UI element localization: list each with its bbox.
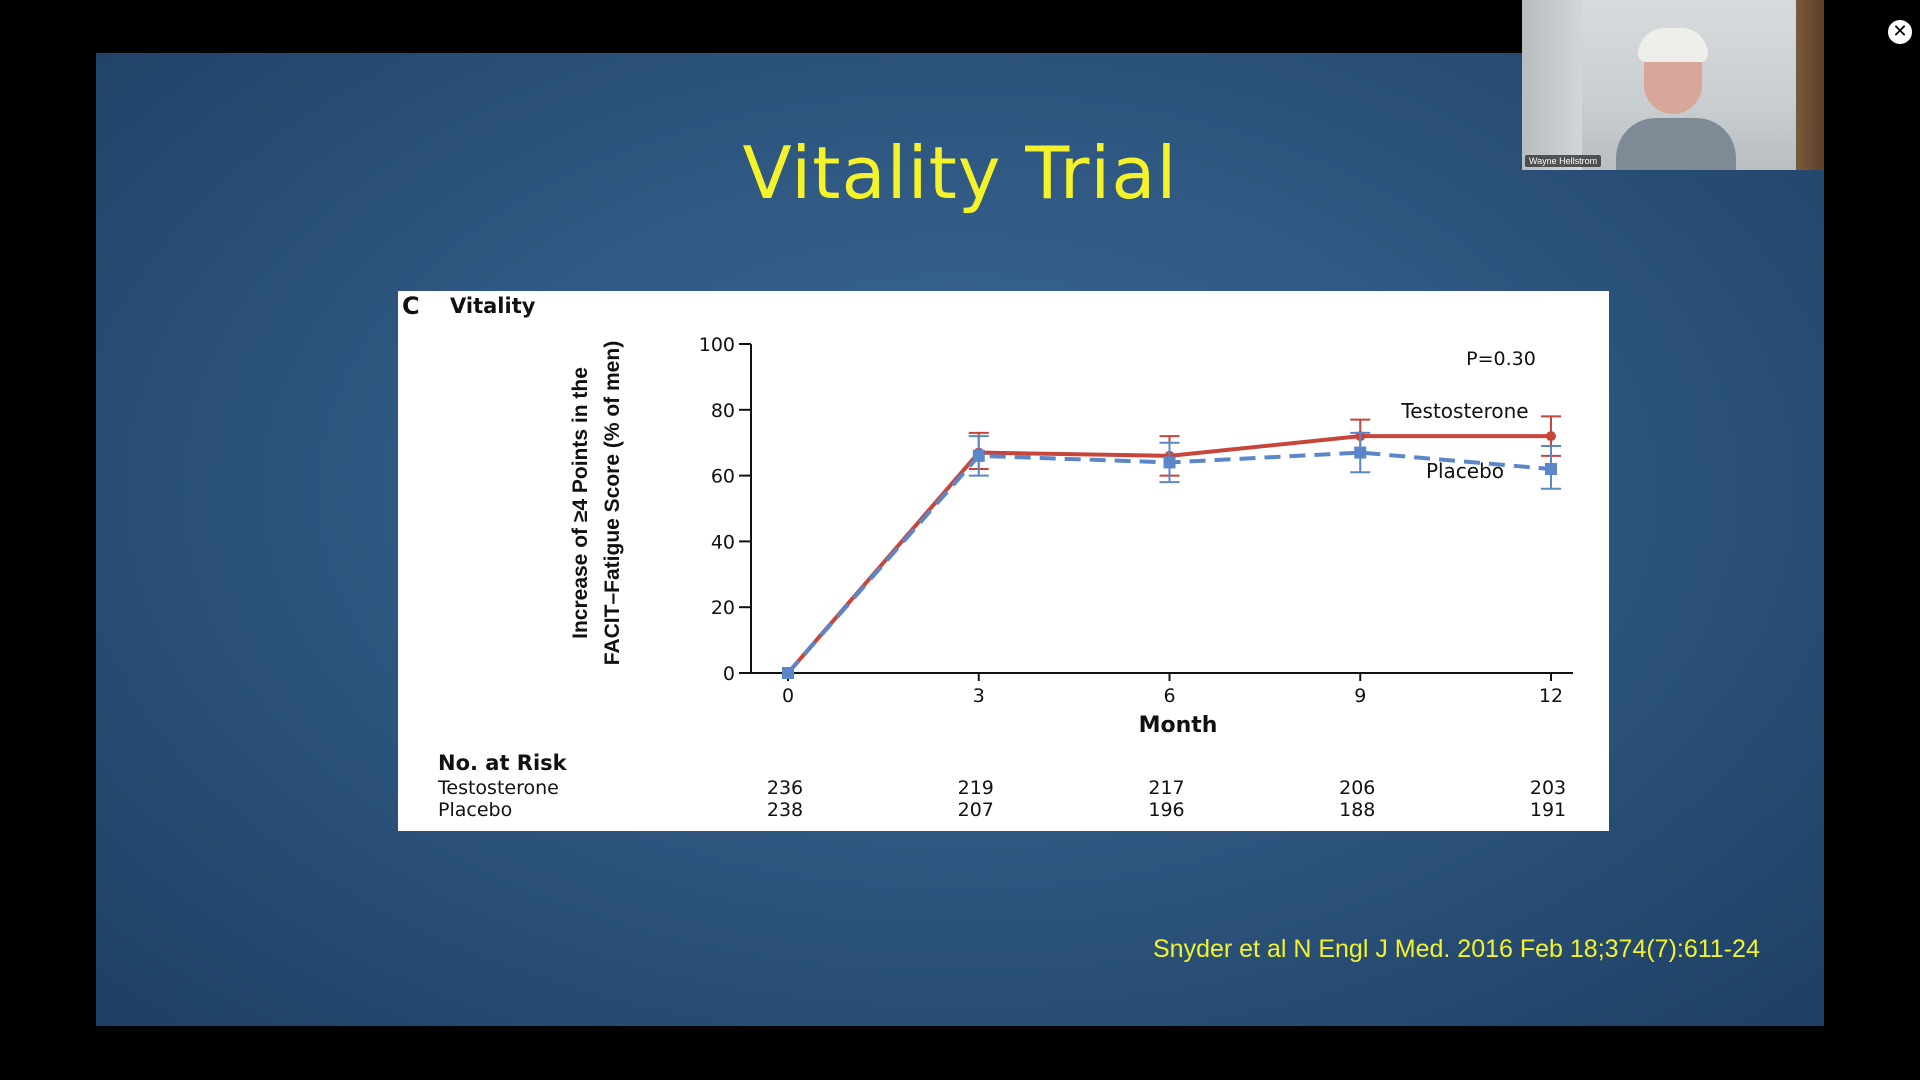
risk-table-row-label: Testosterone xyxy=(437,777,559,799)
video-background xyxy=(1522,0,1582,170)
risk-table-cell: 238 xyxy=(767,799,803,821)
risk-table-header: No. at Risk xyxy=(438,751,568,775)
series-label-testosterone: Testosterone xyxy=(1400,399,1528,423)
data-point-placebo xyxy=(1163,456,1176,469)
participant-name-tag: Wayne Hellstrom xyxy=(1525,155,1602,167)
y-tick-label: 20 xyxy=(711,597,735,619)
risk-table-cell: 217 xyxy=(1148,777,1184,799)
risk-table-cell: 196 xyxy=(1148,799,1184,821)
data-point-placebo xyxy=(782,667,794,679)
close-icon[interactable]: ✕ xyxy=(1888,20,1912,44)
data-point-testosterone xyxy=(1546,431,1556,442)
x-tick-label: 3 xyxy=(973,685,985,707)
chart-title: Vitality xyxy=(450,294,536,318)
risk-table-cell: 236 xyxy=(767,777,803,799)
x-tick-label: 12 xyxy=(1539,685,1563,707)
data-point-placebo xyxy=(1354,446,1367,459)
y-tick-label: 60 xyxy=(711,466,735,488)
participant-body xyxy=(1616,118,1736,170)
slide-title: Vitality Trial xyxy=(742,131,1178,215)
risk-table-cell: 203 xyxy=(1530,777,1566,799)
x-axis-label: Month xyxy=(1139,713,1218,738)
series-line-placebo xyxy=(786,450,1552,675)
participant-hair xyxy=(1638,28,1708,62)
risk-table-cell: 191 xyxy=(1530,799,1566,821)
p-value-annotation: P=0.30 xyxy=(1466,348,1536,370)
x-tick-label: 9 xyxy=(1354,685,1366,707)
risk-table-cell: 219 xyxy=(958,777,994,799)
risk-table-cell: 206 xyxy=(1339,777,1375,799)
risk-table-cell: 207 xyxy=(958,799,994,821)
participant-video-tile[interactable]: Wayne Hellstrom xyxy=(1522,0,1824,170)
risk-table-cell: 188 xyxy=(1339,799,1375,821)
risk-table-row-label: Placebo xyxy=(438,799,512,821)
y-axis-label-line1: Increase of ≥4 Points in the xyxy=(569,367,592,639)
series-label-placebo: Placebo xyxy=(1426,459,1504,483)
data-point-placebo xyxy=(1545,463,1557,476)
x-tick-label: 0 xyxy=(782,685,794,707)
video-background-door xyxy=(1796,0,1824,170)
x-tick-label: 6 xyxy=(1163,685,1175,707)
y-tick-label: 40 xyxy=(711,531,735,553)
y-axis-label-line2: FACIT–Fatigue Score (% of men) xyxy=(601,341,624,665)
vitality-chart: C Vitality 0 20 40 60 80 100 0 3 6 9 12 Month Increase… xyxy=(402,292,1573,821)
chart-figure: C Vitality 0 20 40 60 80 100 0 3 6 9 12 Month Increase… xyxy=(398,291,1609,831)
data-point-placebo xyxy=(972,449,985,462)
presentation-slide: Vitality Trial C Vitality 0 20 40 60 80 100 0 3 6 9… xyxy=(96,53,1824,1026)
y-tick-label: 0 xyxy=(723,663,735,685)
citation-text: Snyder et al N Engl J Med. 2016 Feb 18;3… xyxy=(1153,935,1760,963)
panel-letter: C xyxy=(402,292,420,320)
y-tick-label: 80 xyxy=(711,400,735,422)
y-tick-label: 100 xyxy=(699,334,735,356)
